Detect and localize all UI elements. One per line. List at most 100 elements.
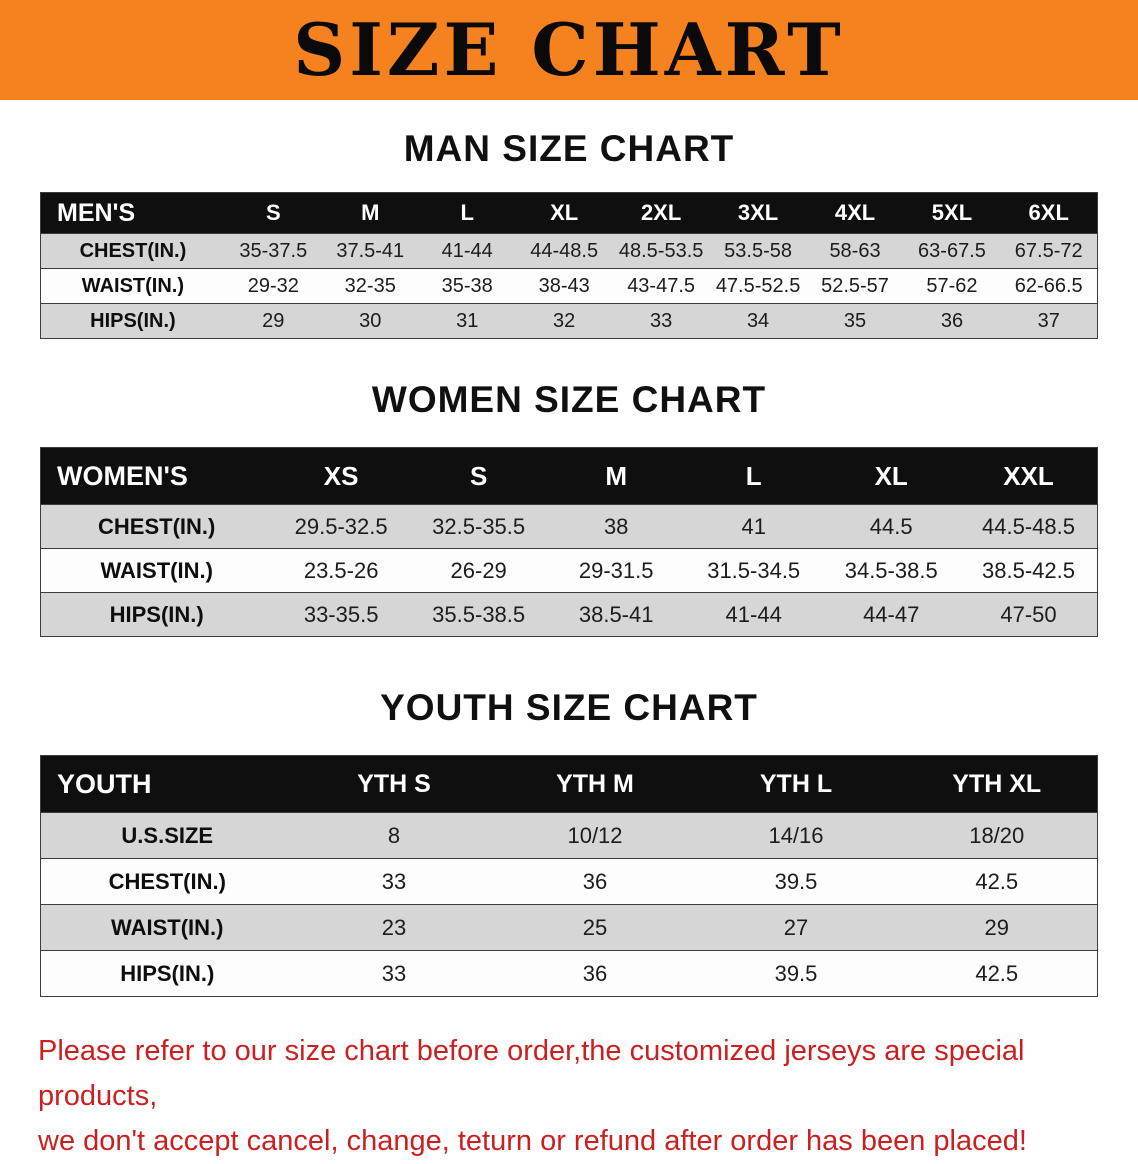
table-row: WAIST(IN.) 29-32 32-35 35-38 38-43 43-47.5 47.…: [40, 268, 1098, 304]
table-cell: 33: [649, 309, 673, 332]
table-cell: 57-62: [926, 274, 978, 297]
row-label: WAIST(IN.): [81, 274, 185, 297]
table-cell: 29-32: [247, 274, 299, 297]
size-column-header: L: [684, 447, 823, 505]
order-policy-note: Please refer to our size chart before or…: [0, 1029, 1138, 1164]
table-cell: 35.5-38.5: [432, 601, 526, 627]
table-cell: 38-43: [538, 274, 590, 297]
women-size-chart-heading: WOMEN SIZE CHART: [371, 379, 767, 420]
table-cell: 67.5-72: [1014, 239, 1083, 262]
table-cell: 25: [582, 914, 608, 940]
table-header-row: WOMEN'S XS S M L XL XXL: [40, 447, 1098, 505]
table-cell: 43-47.5: [627, 274, 696, 297]
table-cell: 29-31.5: [578, 557, 654, 583]
table-cell: 47-50: [1000, 601, 1057, 627]
table-cell: 37.5-41: [336, 239, 405, 262]
men-size-chart-heading: MAN SIZE CHART: [403, 128, 735, 169]
table-cell: 33: [381, 960, 407, 986]
table-cell: 41: [741, 513, 766, 539]
size-column-header: 2XL: [612, 192, 710, 234]
table-corner-header: WOMEN'S: [40, 447, 273, 505]
table-cell: 37: [1037, 309, 1060, 332]
table-cell: 29.5-32.5: [294, 513, 388, 539]
table-cell: 38.5-41: [578, 601, 654, 627]
size-column-header: 6XL: [1000, 192, 1098, 234]
size-column-header: M: [321, 192, 419, 234]
size-column-header: 4XL: [806, 192, 904, 234]
table-cell: 36: [582, 960, 608, 986]
table-header-row: YOUTH YTH S YTH M YTH L YTH XL: [40, 755, 1098, 813]
size-column-header: YTH S: [293, 755, 495, 813]
table-row: WAIST(IN.) 23 25 27 29: [40, 904, 1098, 951]
table-cell: 34.5-38.5: [844, 557, 938, 583]
table-corner-header: YOUTH: [40, 755, 294, 813]
size-column-header: S: [224, 192, 322, 234]
table-row: CHEST(IN.) 33 36 39.5 42.5: [40, 858, 1098, 905]
page-title: SIZE CHART: [293, 7, 845, 92]
order-policy-line-1: Please refer to our size chart before or…: [38, 1035, 1025, 1112]
table-cell: 18/20: [969, 822, 1025, 848]
table-row: WAIST(IN.) 23.5-26 26-29 29-31.5 31.5-34.5 34…: [40, 548, 1098, 593]
table-cell: 26-29: [450, 557, 507, 583]
table-cell: 29: [262, 309, 285, 332]
men-size-table: MEN'S S M L XL 2XL 3XL 4XL 5XL 6XL CHEST(IN.) 35-37…: [40, 192, 1098, 339]
table-cell: 35: [843, 309, 867, 332]
table-cell: 41-44: [441, 239, 493, 262]
table-cell: 31: [456, 309, 479, 332]
table-cell: 33: [381, 868, 407, 894]
order-policy-line-2: we don't accept cancel, change, teturn o…: [38, 1124, 1027, 1157]
row-label: WAIST(IN.): [111, 914, 224, 940]
size-column-header: S: [409, 447, 548, 505]
row-label: CHEST(IN.): [108, 868, 226, 894]
table-row: CHEST(IN.) 35-37.5 37.5-41 41-44 44-48.5 48.5…: [40, 233, 1098, 269]
size-column-header: M: [547, 447, 685, 505]
table-cell: 35-38: [441, 274, 493, 297]
table-header-row: MEN'S S M L XL 2XL 3XL 4XL 5XL 6XL: [40, 192, 1098, 234]
table-cell: 52.5-57: [821, 274, 889, 297]
table-cell: 42.5: [975, 868, 1019, 894]
size-column-header: XS: [272, 447, 410, 505]
table-cell: 10/12: [567, 822, 623, 848]
women-size-table: WOMEN'S XS S M L XL XXL CHEST(IN.) 29.5-32.5 32.5…: [40, 447, 1098, 637]
table-cell: 44.5-48.5: [982, 513, 1075, 539]
table-cell: 36: [940, 309, 964, 332]
row-label: CHEST(IN.): [79, 239, 187, 262]
table-cell: 36: [582, 868, 608, 894]
table-cell: 23.5-26: [303, 557, 379, 583]
row-label: HIPS(IN.): [109, 601, 204, 627]
table-row: CHEST(IN.) 29.5-32.5 32.5-35.5 38 41 44.5 44.5…: [40, 504, 1098, 549]
table-row: HIPS(IN.) 33 36 39.5 42.5: [40, 950, 1098, 997]
table-cell: 44-48.5: [530, 239, 599, 262]
table-cell: 47.5-52.5: [715, 274, 801, 297]
table-cell: 62-66.5: [1014, 274, 1083, 297]
table-cell: 33-35.5: [303, 601, 379, 627]
table-cell: 39.5: [774, 960, 818, 986]
table-cell: 39.5: [774, 868, 818, 894]
table-cell: 27: [783, 914, 809, 940]
size-column-header: L: [418, 192, 516, 234]
table-cell: 41-44: [725, 601, 782, 627]
row-label: HIPS(IN.): [90, 309, 176, 332]
table-cell: 8: [387, 822, 401, 848]
table-cell: 44-47: [863, 601, 920, 627]
size-column-header: 3XL: [709, 192, 807, 234]
table-cell: 42.5: [975, 960, 1019, 986]
size-column-header: XXL: [959, 447, 1098, 505]
size-column-header: XL: [822, 447, 960, 505]
table-cell: 35-37.5: [239, 239, 308, 262]
size-column-header: YTH M: [494, 755, 696, 813]
table-cell: 38: [603, 513, 629, 539]
table-row: HIPS(IN.) 29 30 31 32 33 34 35 36 37: [40, 303, 1098, 339]
table-cell: 34: [746, 309, 770, 332]
table-cell: 58-63: [829, 239, 881, 262]
table-cell: 44.5: [869, 513, 913, 539]
table-cell: 31.5-34.5: [707, 557, 801, 583]
row-label: WAIST(IN.): [100, 557, 213, 583]
row-label: U.S.SIZE: [121, 822, 214, 848]
table-cell: 32.5-35.5: [432, 513, 526, 539]
table-cell: 63-67.5: [918, 239, 986, 262]
table-cell: 32-35: [344, 274, 396, 297]
table-cell: 14/16: [768, 822, 824, 848]
table-cell: 23: [381, 914, 407, 940]
row-label: HIPS(IN.): [120, 960, 215, 986]
